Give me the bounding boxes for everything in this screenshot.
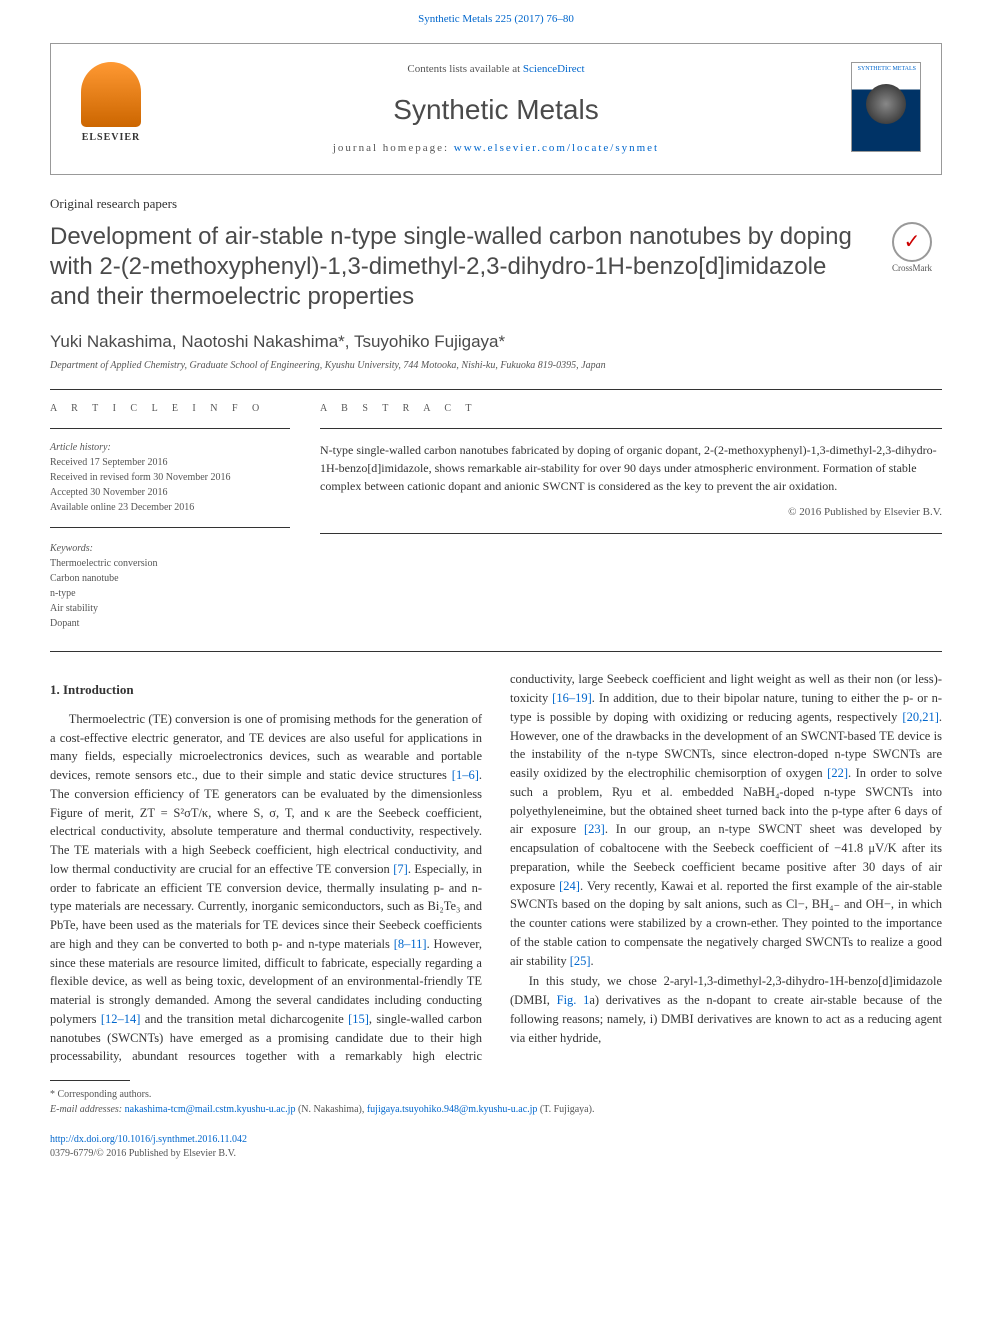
cover-image-icon — [866, 84, 906, 124]
divider — [50, 651, 942, 652]
journal-cover-thumbnail: SYNTHETIC METALS — [851, 62, 921, 152]
abstract-block: A B S T R A C T N-type single-walled car… — [320, 402, 942, 631]
divider — [50, 527, 290, 528]
ref-link[interactable]: [16–19] — [552, 691, 592, 705]
homepage-prefix: journal homepage: — [333, 142, 454, 154]
body-text: 1. Introduction Thermoelectric (TE) conv… — [50, 670, 942, 1066]
ref-link[interactable]: [8–11] — [394, 937, 427, 951]
ref-link[interactable]: [12–14] — [101, 1012, 141, 1026]
history-item: Received 17 September 2016 — [50, 455, 290, 470]
keyword: Dopant — [50, 616, 290, 631]
ref-link[interactable]: [1–6] — [452, 768, 479, 782]
contents-prefix: Contents lists available at — [407, 63, 522, 75]
ref-link[interactable]: [24] — [559, 879, 580, 893]
keyword: Carbon nanotube — [50, 571, 290, 586]
ref-link[interactable]: [20,21] — [902, 710, 938, 724]
history-item: Received in revised form 30 November 201… — [50, 470, 290, 485]
divider — [50, 428, 290, 429]
paper-type: Original research papers — [50, 195, 942, 213]
elsevier-text: ELSEVIER — [82, 131, 141, 145]
keyword: Air stability — [50, 601, 290, 616]
issn-copyright: 0379-6779/© 2016 Published by Elsevier B… — [50, 1147, 942, 1161]
corresponding-authors: * Corresponding authors. — [50, 1087, 942, 1102]
elsevier-logo: ELSEVIER — [71, 62, 151, 152]
history-label: Article history: — [50, 441, 290, 455]
text-run: . — [591, 954, 594, 968]
abstract-text: N-type single-walled carbon nanotubes fa… — [320, 441, 942, 495]
keyword: n-type — [50, 586, 290, 601]
keyword: Thermoelectric conversion — [50, 556, 290, 571]
text-run: . The conversion efficiency of TE genera… — [50, 768, 482, 876]
email-label: E-mail addresses: — [50, 1104, 125, 1115]
sciencedirect-link[interactable]: ScienceDirect — [523, 63, 585, 75]
journal-name: Synthetic Metals — [181, 90, 811, 129]
email-name: (T. Fujigaya). — [537, 1104, 594, 1115]
authors: Yuki Nakashima, Naotoshi Nakashima*, Tsu… — [50, 330, 942, 354]
top-citation: Synthetic Metals 225 (2017) 76–80 — [0, 0, 992, 35]
journal-header: ELSEVIER SYNTHETIC METALS Contents lists… — [50, 43, 942, 175]
email-addresses: E-mail addresses: nakashima-tcm@mail.cst… — [50, 1102, 942, 1117]
ref-link[interactable]: [15] — [348, 1012, 369, 1026]
article-info-block: A R T I C L E I N F O Article history: R… — [50, 402, 290, 631]
homepage-line: journal homepage: www.elsevier.com/locat… — [181, 141, 811, 156]
divider — [320, 428, 942, 429]
article-info-heading: A R T I C L E I N F O — [50, 402, 290, 416]
text-run: Thermoelectric (TE) conversion is one of… — [50, 712, 482, 782]
ref-link[interactable]: [22] — [827, 766, 848, 780]
abstract-heading: A B S T R A C T — [320, 402, 942, 416]
doi-block: http://dx.doi.org/10.1016/j.synthmet.201… — [50, 1133, 942, 1147]
divider — [50, 389, 942, 390]
keywords-label: Keywords: — [50, 542, 290, 556]
email-name: (N. Nakashima), — [295, 1104, 366, 1115]
email-link[interactable]: nakashima-tcm@mail.cstm.kyushu-u.ac.jp — [125, 1104, 296, 1115]
affiliation: Department of Applied Chemistry, Graduat… — [50, 359, 942, 373]
ref-link[interactable]: [7] — [393, 862, 408, 876]
abstract-copyright: © 2016 Published by Elsevier B.V. — [320, 505, 942, 520]
ref-link[interactable]: [25] — [570, 954, 591, 968]
paper-title: Development of air-stable n-type single-… — [50, 222, 862, 312]
crossmark-badge[interactable]: ✓ CrossMark — [882, 222, 942, 275]
contents-line: Contents lists available at ScienceDirec… — [181, 62, 811, 77]
footnote-divider — [50, 1080, 130, 1081]
doi-link[interactable]: http://dx.doi.org/10.1016/j.synthmet.201… — [50, 1134, 247, 1145]
paragraph: In this study, we chose 2-aryl-1,3-dimet… — [510, 972, 942, 1047]
crossmark-icon: ✓ — [892, 222, 932, 262]
history-item: Accepted 30 November 2016 — [50, 485, 290, 500]
homepage-link[interactable]: www.elsevier.com/locate/synmet — [454, 142, 659, 154]
divider — [320, 533, 942, 534]
fig-link[interactable]: Fig. 1 — [557, 993, 590, 1007]
top-citation-link[interactable]: Synthetic Metals 225 (2017) 76–80 — [418, 13, 574, 25]
elsevier-tree-icon — [81, 62, 141, 127]
cover-title: SYNTHETIC METALS — [852, 63, 920, 75]
crossmark-label: CrossMark — [892, 262, 932, 275]
text-run: and the transition metal dicharcogenite — [140, 1012, 348, 1026]
section-heading-intro: 1. Introduction — [50, 680, 482, 700]
history-item: Available online 23 December 2016 — [50, 500, 290, 515]
email-link[interactable]: fujigaya.tsuyohiko.948@m.kyushu-u.ac.jp — [367, 1104, 538, 1115]
ref-link[interactable]: [23] — [584, 822, 605, 836]
